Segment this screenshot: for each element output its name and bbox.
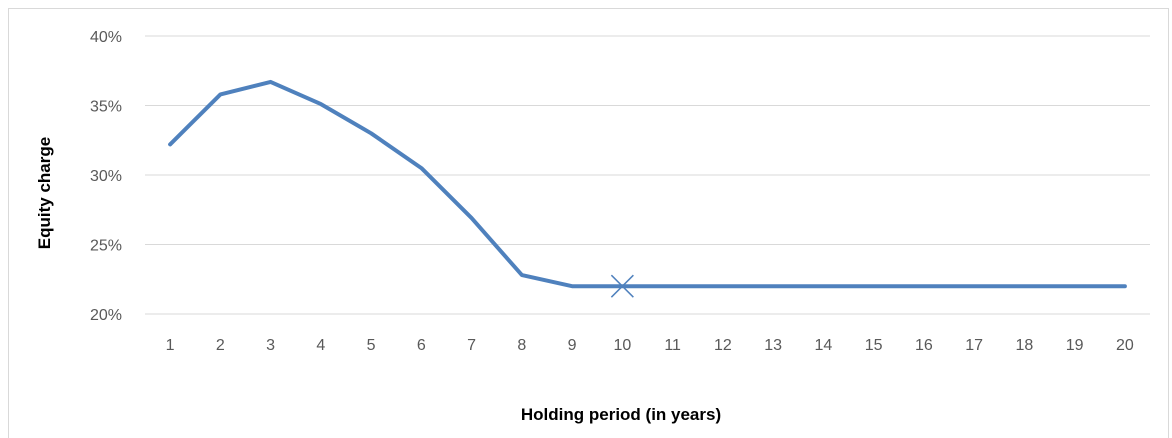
x-tick-label: 8	[517, 337, 526, 354]
y-tick-label: 35%	[90, 99, 122, 116]
x-tick-label: 18	[1015, 337, 1033, 354]
y-tick-label: 25%	[90, 238, 122, 255]
marker-layer	[610, 274, 634, 298]
x-tick-label: 10	[613, 337, 631, 354]
y-axis-title: Equity charge	[35, 137, 54, 249]
x-tick-label: 19	[1066, 337, 1084, 354]
x-tick-label: 6	[417, 337, 426, 354]
x-tick-label: 1	[166, 337, 175, 354]
x-tick-label: 3	[266, 337, 275, 354]
x-tick-label: 13	[764, 337, 782, 354]
x-tick-label: 20	[1116, 337, 1134, 354]
y-tick-label: 30%	[90, 168, 122, 185]
x-tick-label: 9	[568, 337, 577, 354]
gridlines	[145, 35, 1150, 315]
x-tick-label: 14	[814, 337, 832, 354]
chart-frame	[8, 8, 1169, 438]
x-tick-label: 11	[664, 337, 681, 354]
x-tick-label: 5	[367, 337, 376, 354]
x-axis-ticks: 1 2 3 4 5 6 7 8 9 10 11 12 13 14 15 16 17 18 19 20	[166, 337, 1134, 354]
series-layer	[168, 79, 1127, 289]
x-tick-label: 17	[965, 337, 983, 354]
y-axis-ticks: 20% 25% 30% 35% 40%	[90, 29, 122, 324]
y-tick-label: 40%	[90, 29, 122, 46]
y-tick-label: 20%	[90, 307, 122, 324]
x-tick-label: 16	[915, 337, 933, 354]
x-tick-label: 12	[714, 337, 732, 354]
x-tick-label: 15	[865, 337, 883, 354]
series-line	[168, 79, 1127, 289]
x-marker	[610, 274, 634, 298]
x-tick-label: 7	[467, 337, 476, 354]
x-tick-label: 2	[216, 337, 225, 354]
x-axis-title: Holding period (in years)	[521, 405, 721, 424]
x-tick-label: 4	[316, 337, 325, 354]
